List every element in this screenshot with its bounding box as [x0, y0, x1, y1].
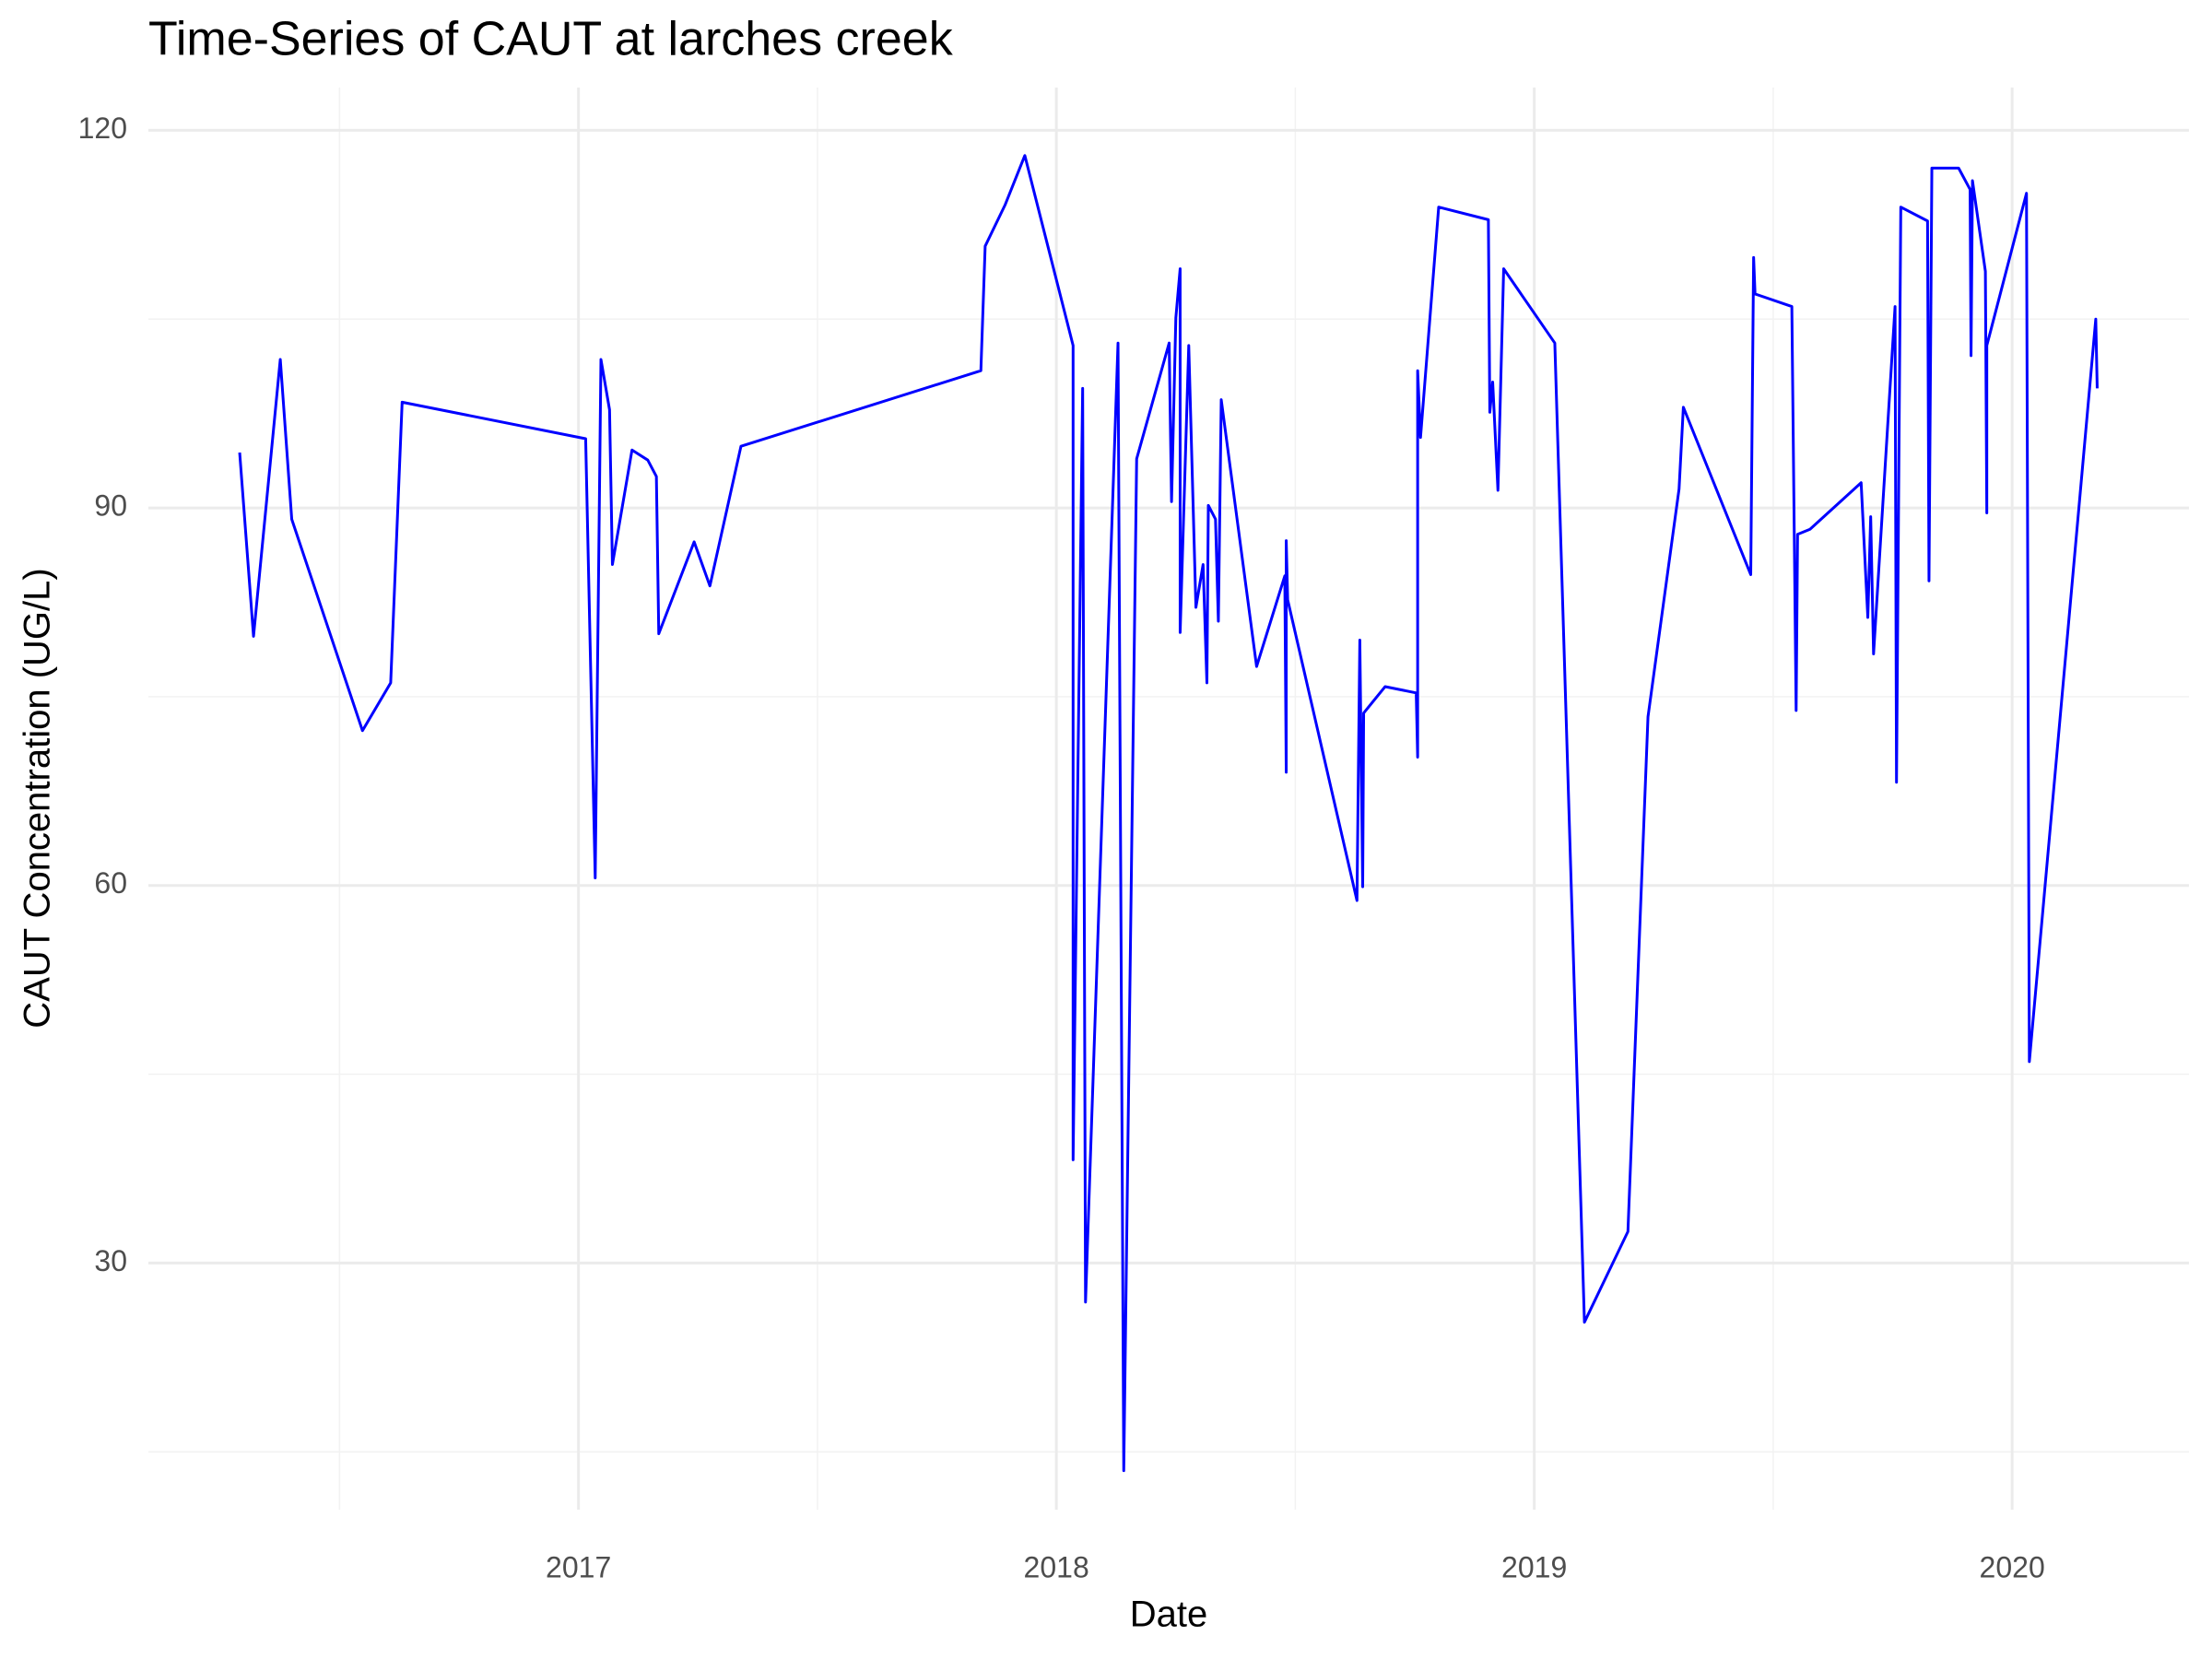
y-tick-label: 60: [94, 866, 127, 900]
x-tick-label: 2020: [1980, 1550, 2045, 1583]
data-line: [238, 154, 2099, 1473]
x-tick-label: 2019: [1501, 1550, 1567, 1583]
y-tick-label: 120: [78, 112, 127, 145]
y-axis-title: CAUT Concentration (UG/L): [18, 568, 58, 1028]
x-tick-label: 2018: [1024, 1550, 1089, 1583]
y-tick-label: 30: [94, 1244, 127, 1277]
x-tick-label: 2017: [546, 1550, 611, 1583]
x-axis-title: Date: [1130, 1594, 1208, 1635]
y-tick-label: 90: [94, 489, 127, 523]
chart-title: Time-Series of CAUT at larches creek: [148, 13, 954, 66]
